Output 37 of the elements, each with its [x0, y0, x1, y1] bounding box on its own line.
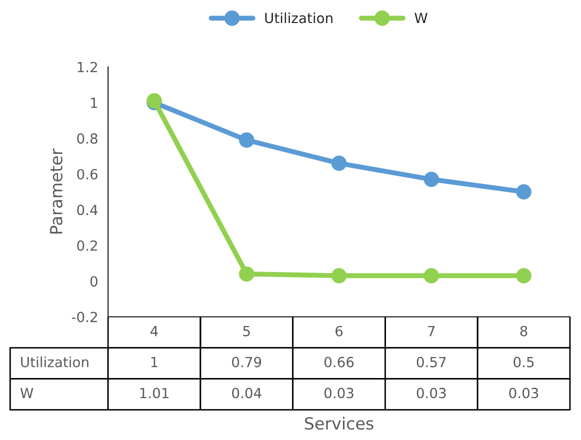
point — [331, 268, 347, 284]
data-label: 0.03 — [416, 388, 446, 398]
x-tick-label: 8 — [520, 326, 528, 336]
y-tick-label: 0.6 — [77, 168, 98, 180]
y-tick-label: 1 — [91, 98, 98, 108]
legend-label: Utilization — [265, 12, 332, 24]
point — [516, 268, 532, 284]
point — [424, 172, 440, 187]
y-axis-title: Parameter — [50, 148, 62, 234]
point — [238, 132, 254, 148]
data-label: 0.66 — [324, 356, 354, 368]
x-tick-label: 6 — [336, 326, 343, 336]
data-label: 0.03 — [324, 388, 354, 398]
data-label: 1.01 — [140, 388, 168, 398]
data-label: 0.04 — [232, 388, 262, 398]
y-tick-label: 1.2 — [78, 62, 97, 72]
text: W — [20, 388, 34, 398]
x-tick-label: 5 — [243, 326, 250, 336]
point — [238, 266, 254, 282]
data-label: 1 — [151, 356, 158, 368]
data-label: 0.57 — [416, 356, 446, 368]
x-tick-label: 7 — [428, 326, 435, 336]
data-label: 0.79 — [232, 356, 262, 368]
point — [516, 184, 532, 200]
data-label: 0.5 — [514, 356, 534, 368]
point — [331, 156, 347, 171]
text: Utilization — [21, 356, 88, 368]
y-tick-label: 0.8 — [77, 133, 98, 144]
y-tick-label: 0.2 — [77, 240, 97, 251]
y-tick-label: 0 — [90, 276, 98, 287]
point — [424, 268, 440, 284]
x-tick-label: 4 — [150, 326, 158, 336]
legend-label: W — [414, 12, 428, 24]
x-axis-title: Services — [304, 416, 374, 430]
data-label: 0.03 — [509, 388, 538, 398]
y-tick-label: -0.2 — [72, 312, 97, 322]
y-tick-label: 0.4 — [77, 204, 98, 216]
